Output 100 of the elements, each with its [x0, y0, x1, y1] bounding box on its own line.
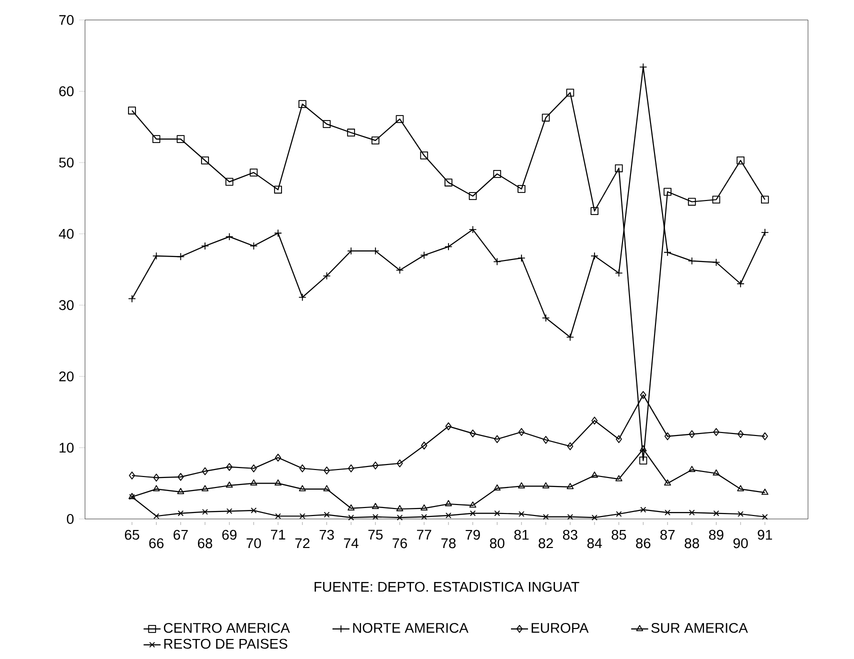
point [713, 510, 720, 516]
point [445, 422, 452, 430]
point [640, 391, 646, 399]
point [202, 467, 208, 476]
x-tick-label: 70 [246, 538, 261, 548]
x-tick-label: 66 [149, 538, 164, 548]
point [738, 430, 744, 438]
legend-label: EUROPA [532, 622, 589, 633]
point [664, 188, 672, 196]
x-tick-label: 68 [198, 538, 212, 548]
legend-label: RESTO DE PAISES [164, 638, 288, 649]
point [202, 508, 208, 515]
point [226, 482, 233, 488]
point [518, 482, 525, 488]
x-tick-label: 75 [368, 530, 383, 540]
point [275, 513, 281, 520]
point [470, 430, 476, 438]
point [421, 442, 428, 450]
point [178, 510, 184, 516]
point [615, 475, 622, 482]
point [274, 454, 282, 462]
point [640, 445, 647, 452]
point [153, 474, 160, 482]
point [688, 198, 696, 206]
point [542, 482, 550, 488]
point [372, 502, 379, 510]
point [664, 479, 672, 486]
point [664, 510, 670, 516]
x-tick-label: 78 [441, 538, 456, 548]
x-tick-label: 77 [417, 530, 432, 540]
y-tick-label: 50 [59, 158, 74, 168]
point [688, 510, 695, 516]
point [713, 428, 720, 436]
point [712, 196, 720, 204]
x-tick-label: 71 [270, 530, 286, 540]
point [178, 472, 184, 481]
point [250, 168, 258, 176]
point [444, 500, 452, 506]
y-tick-label: 0 [66, 514, 74, 524]
point [420, 504, 428, 510]
point [567, 442, 574, 450]
point [737, 485, 744, 492]
point [736, 156, 745, 164]
point [322, 120, 331, 128]
point [396, 514, 403, 520]
point [542, 436, 549, 444]
point [542, 114, 550, 122]
point [226, 463, 232, 471]
point [591, 416, 598, 425]
x-tick-label: 76 [392, 538, 407, 548]
point [494, 435, 500, 444]
y-tick-label: 70 [59, 15, 74, 25]
point [762, 432, 768, 440]
point [518, 511, 524, 517]
point [372, 462, 378, 470]
x-tick-label: 73 [320, 530, 334, 540]
point [299, 464, 306, 472]
point [664, 432, 671, 440]
x-tick-label: 85 [612, 530, 626, 540]
point [202, 485, 208, 492]
point [396, 115, 404, 124]
x-tick-label: 84 [587, 538, 602, 548]
x-tick-label: 81 [514, 530, 529, 540]
point [444, 178, 452, 186]
point [274, 186, 282, 194]
point [567, 514, 574, 520]
x-tick-label: 82 [538, 538, 553, 548]
point [688, 466, 696, 472]
point [468, 192, 477, 200]
point [323, 485, 330, 492]
point [324, 466, 330, 474]
x-tick-label: 69 [222, 530, 236, 540]
point [470, 510, 476, 516]
x-tick-label: 89 [709, 530, 724, 540]
point [201, 156, 209, 164]
point [298, 485, 306, 492]
x-tick-label: 79 [466, 530, 480, 540]
x-tick-label: 83 [562, 530, 578, 540]
point [250, 479, 258, 486]
point [298, 100, 306, 108]
point [493, 170, 502, 178]
legend-label: SUR AMERICA [651, 622, 748, 633]
legend-label: CENTRO AMERICA [164, 622, 290, 633]
point [176, 135, 185, 143]
point [494, 510, 500, 516]
point [225, 178, 234, 186]
point [177, 488, 184, 494]
source-note: FUENTE: DEPTO. ESTADISTICA INGUAT [314, 582, 580, 592]
point [616, 435, 622, 444]
point [274, 479, 282, 486]
x-tick-label: 72 [295, 538, 310, 548]
x-tick-label: 90 [733, 538, 748, 548]
point [446, 512, 452, 518]
point [639, 456, 648, 464]
x-tick-label: 87 [660, 530, 675, 540]
point [592, 514, 598, 520]
point [396, 459, 403, 468]
point [420, 151, 428, 160]
point [152, 135, 160, 143]
point [614, 164, 623, 172]
